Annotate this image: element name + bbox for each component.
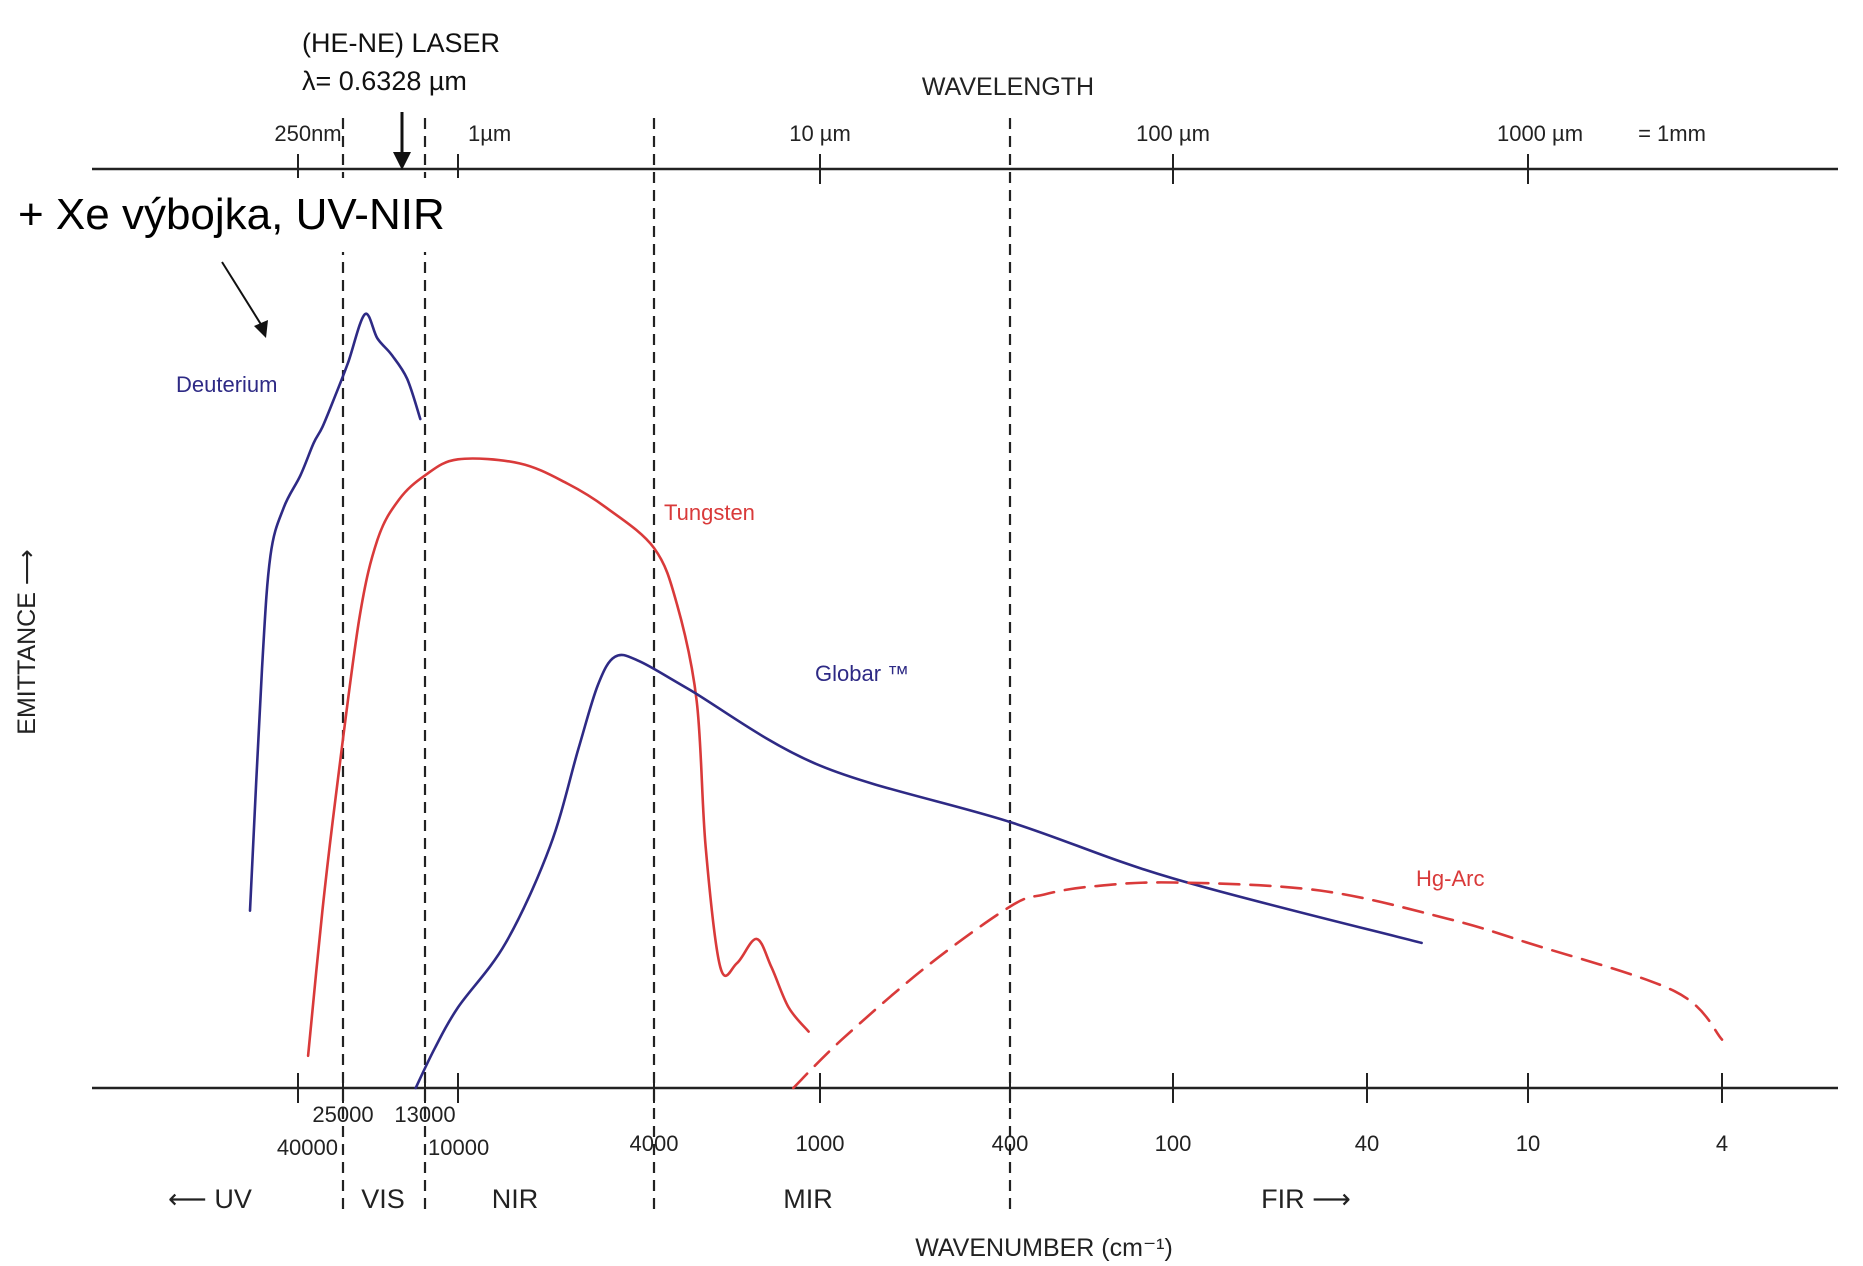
region-label-nir: NIR xyxy=(492,1184,539,1214)
top-axis-title: WAVELENGTH xyxy=(922,73,1094,101)
y-axis-title: EMITTANCE ⟶ xyxy=(13,549,41,734)
series-label-globar: Globar ™ xyxy=(815,661,909,686)
region-label-vis: VIS xyxy=(361,1184,405,1214)
region-boundary-lines xyxy=(341,118,1012,1210)
laser-title: (HE-NE) LASER xyxy=(302,28,500,58)
series-label-hg-arc: Hg-Arc xyxy=(1416,866,1484,891)
series-curves xyxy=(248,312,1724,1090)
bottom-tick-label-400: 400 xyxy=(992,1131,1029,1156)
laser-value: λ= 0.6328 µm xyxy=(302,66,467,96)
bottom-tick-label-1000: 1000 xyxy=(796,1131,845,1156)
series-line-tungsten xyxy=(306,457,810,1058)
bottom-tick-label-4000: 4000 xyxy=(630,1131,679,1156)
bottom-axis-ticks: 40000 25000 13000 10000 4000 1000 400 100 40 10 4 xyxy=(277,1073,1728,1160)
series-labels: Deuterium Tungsten Globar ™ Hg-Arc xyxy=(176,372,1484,891)
bottom-tick-label-25000: 25000 xyxy=(312,1102,373,1127)
top-tick-label-40000: 250nm xyxy=(274,121,341,146)
region-label-uv: ⟵ UV xyxy=(168,1184,252,1214)
top-tick-label-10000: 1µm xyxy=(468,121,511,146)
bottom-tick-label-10: 10 xyxy=(1516,1131,1540,1156)
top-tick-label-100: 100 µm xyxy=(1136,121,1210,146)
region-label-mir: MIR xyxy=(783,1184,833,1214)
laser-arrow xyxy=(393,112,411,170)
top-tick-label-1000: 10 µm xyxy=(789,121,851,146)
top-mm-note: = 1mm xyxy=(1638,121,1706,146)
bottom-tick-label-13000: 13000 xyxy=(394,1102,455,1127)
top-axis-ticks: 250nm 1µm 10 µm 100 µm 1000 µm xyxy=(274,121,1583,184)
bottom-tick-label-10000: 10000 xyxy=(428,1135,489,1160)
series-line-hg-arc xyxy=(792,881,1724,1090)
bottom-tick-label-100: 100 xyxy=(1155,1131,1192,1156)
region-labels: ⟵ UV VIS NIR MIR FIR ⟶ xyxy=(168,1184,1351,1214)
bottom-tick-label-4: 4 xyxy=(1716,1131,1728,1156)
callout-box xyxy=(0,178,505,252)
series-label-tungsten: Tungsten xyxy=(664,500,755,525)
bottom-tick-label-40: 40 xyxy=(1355,1131,1379,1156)
top-tick-label-10: 1000 µm xyxy=(1497,121,1583,146)
callout-text: + Xe výbojka, UV-NIR xyxy=(18,190,445,239)
bottom-axis-title: WAVENUMBER (cm⁻¹) xyxy=(915,1234,1173,1262)
bottom-tick-label-40000: 40000 xyxy=(277,1135,338,1160)
region-label-fir: FIR ⟶ xyxy=(1261,1184,1351,1214)
series-line-deuterium xyxy=(248,312,422,912)
series-label-deuterium: Deuterium xyxy=(176,372,277,397)
series-line-globar xyxy=(414,653,1423,1090)
callout-arrow xyxy=(221,261,268,338)
